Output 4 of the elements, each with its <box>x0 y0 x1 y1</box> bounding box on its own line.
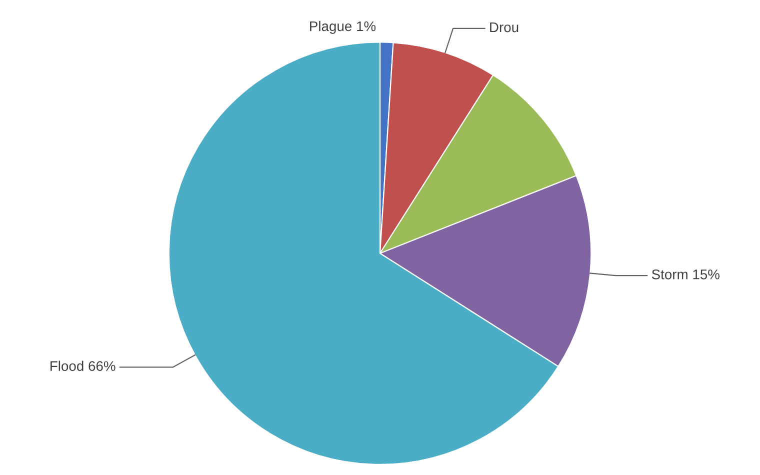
slice-label: Plague 1% <box>310 20 376 34</box>
slice-label: Flood 66% <box>50 360 116 371</box>
slice-label: Drou <box>490 22 518 32</box>
slice-label: Storm 15% <box>652 269 720 280</box>
